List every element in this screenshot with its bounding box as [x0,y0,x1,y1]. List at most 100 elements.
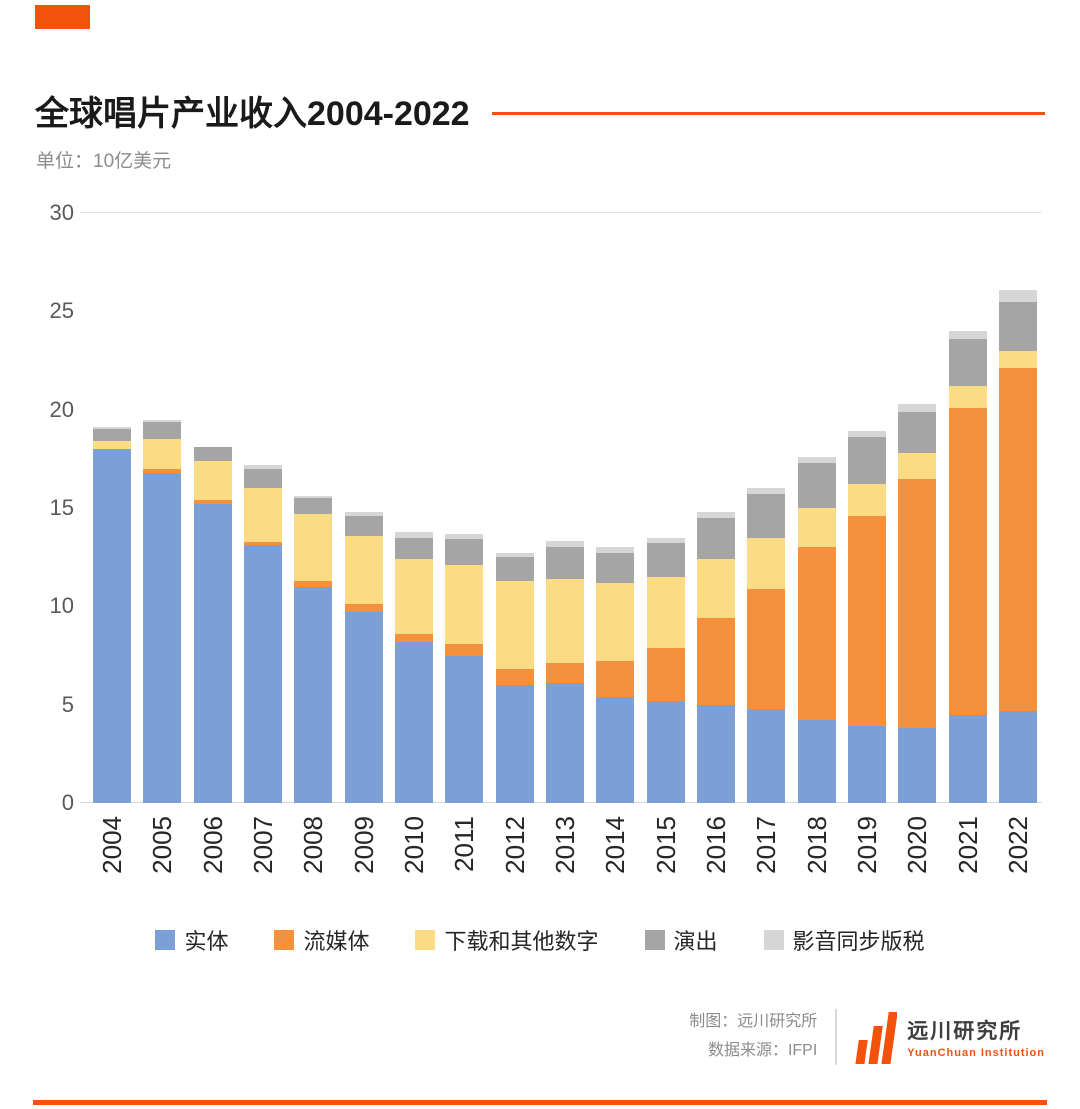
chart-header: 全球唱片产业收入2004-2022 [35,86,1045,135]
bar-segment-实体 [898,728,937,803]
bar-segment-下载和其他数字 [797,508,836,548]
bar-segment-下载和其他数字 [696,559,735,619]
x-label-2014: 2014 [600,816,631,874]
brand-logo: 远川研究所 YuanChuan Institution [855,1010,1045,1064]
bar-segment-下载和其他数字 [847,484,886,516]
x-label-2011: 2011 [449,816,480,872]
bar-segment-影音同步版税 [344,511,383,516]
y-tick-30: 30 [49,200,74,225]
bar-segment-影音同步版税 [294,496,333,499]
x-label-2008: 2008 [298,816,329,874]
bar-2005 [143,419,182,803]
bar-segment-下载和其他数字 [243,488,282,542]
x-label-slot-2010: 2010 [390,812,438,908]
x-label-2020: 2020 [902,816,933,874]
bar-segment-影音同步版税 [445,533,484,540]
y-tick-10: 10 [49,593,74,619]
bar-2009 [344,511,383,803]
bar-segment-下载和其他数字 [344,535,383,605]
bar-segment-实体 [294,586,333,803]
brand-logo-icon [855,1011,898,1064]
legend-swatch-影音同步版税 [763,930,784,950]
bar-segment-影音同步版税 [93,427,131,430]
bar-segment-演出 [294,498,333,514]
bar-2014 [596,547,635,803]
gridline-30 [80,212,1042,213]
footer-credits: 制图：远川研究所 数据来源：IFPI [689,1008,817,1066]
bar-segment-影音同步版税 [696,512,735,518]
bar-segment-流媒体 [898,478,937,729]
legend-item-演出: 演出 [644,924,718,956]
footer: 制图：远川研究所 数据来源：IFPI 远川研究所 YuanChuan Insti… [689,1008,1045,1066]
bar-2011 [445,533,484,803]
bar-segment-实体 [394,641,433,803]
bar-2008 [294,496,333,803]
x-label-slot-2017: 2017 [742,812,790,908]
x-label-slot-2013: 2013 [541,812,589,908]
bar-segment-流媒体 [344,604,383,613]
bar-segment-影音同步版税 [495,553,534,558]
brand-accent-block [35,5,90,29]
bar-segment-演出 [445,539,484,566]
bar-segment-流媒体 [545,663,584,683]
source-line: 数据来源：IFPI [707,1041,818,1059]
bar-segment-流媒体 [646,647,685,701]
y-tick-15: 15 [49,495,74,520]
y-tick-0: 0 [61,790,74,815]
credit-line: 制图：远川研究所 [689,1013,818,1030]
bar-2004 [93,427,131,803]
x-label-slot-2018: 2018 [793,812,841,908]
x-label-slot-2021: 2021 [944,812,992,908]
bar-slot-2011 [440,533,488,803]
bar-slot-2022 [994,289,1042,803]
x-label-slot-2009: 2009 [340,812,388,908]
x-label-2019: 2019 [851,816,882,874]
bar-segment-实体 [495,685,534,803]
x-label-2012: 2012 [499,816,530,874]
bar-segment-影音同步版税 [898,403,937,412]
bar-slot-2004 [88,427,136,803]
bar-segment-流媒体 [394,633,433,642]
bar-segment-流媒体 [998,368,1037,711]
bar-slot-2007 [239,464,287,803]
bar-segment-下载和其他数字 [495,580,534,670]
bar-segment-实体 [696,704,735,803]
x-label-slot-2020: 2020 [893,812,941,908]
bar-segment-影音同步版税 [545,541,584,548]
bar-segment-影音同步版税 [847,431,886,438]
legend-swatch-下载和其他数字 [415,930,436,950]
title-rule [491,112,1045,115]
bar-segment-流媒体 [294,580,333,587]
unit-label: 单位：10亿美元 [36,151,172,172]
x-label-slot-2008: 2008 [289,812,337,908]
bar-segment-下载和其他数字 [898,452,937,479]
bar-2019 [847,431,886,803]
bar-segment-演出 [394,537,433,560]
legend-label-流媒体: 流媒体 [303,929,370,954]
footer-divider [835,1008,838,1065]
bar-2017 [747,488,786,803]
x-axis-labels: 2004 2005 2006 2007 2008 2009 2010 2011 2012 2013… [88,812,1042,908]
bar-slot-2008 [289,496,337,803]
bar-2013 [545,541,584,803]
bar-segment-演出 [596,553,635,583]
x-label-2004: 2004 [97,816,127,874]
legend-item-下载和其他数字: 下载和其他数字 [415,924,599,956]
bar-segment-影音同步版税 [797,456,836,463]
bar-segment-影音同步版税 [243,464,282,469]
bar-segment-流媒体 [696,618,735,705]
bar-segment-演出 [344,515,383,536]
bar-2007 [243,464,282,803]
legend-item-流媒体: 流媒体 [274,924,369,956]
bar-slot-2009 [340,511,388,803]
bar-segment-下载和其他数字 [445,565,484,644]
bar-slot-2013 [541,541,589,803]
bar-segment-下载和其他数字 [646,576,685,648]
bar-segment-演出 [495,557,534,581]
bar-slot-2019 [843,431,891,803]
bar-slot-2006 [189,447,237,803]
bar-segment-实体 [545,683,584,803]
x-label-slot-2014: 2014 [591,812,639,908]
brand-subtitle: YuanChuan Institution [907,1046,1045,1059]
bar-segment-实体 [445,655,484,803]
